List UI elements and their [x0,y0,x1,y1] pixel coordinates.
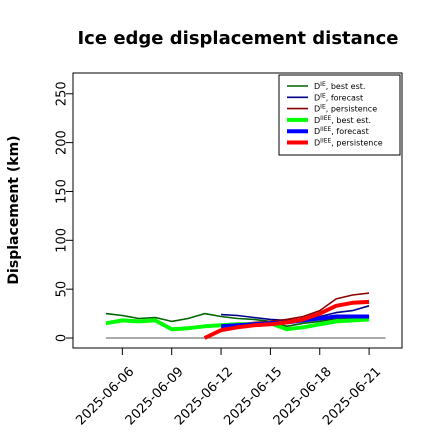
legend-entry: DIIEE, best est. [314,115,371,125]
y-axis-label: Displacement (km) [6,135,22,284]
y-tick-label: 250 [55,81,70,106]
y-tick-label: 50 [55,281,70,298]
legend-entry: DIE, forecast [314,92,363,102]
y-tick-label: 100 [55,228,70,253]
legend-entry: DIIEE, forecast [314,126,369,136]
y-tick-label: 150 [55,179,70,204]
legend-entry: DIE, best est. [314,81,365,91]
y-tick-label: 0 [55,334,70,342]
legend: DIE, best est.DIE, forecast DIE, persiste… [278,74,401,156]
series-group [105,292,370,340]
chart-title: Ice edge displacement distance [77,28,398,49]
y-tick-label: 200 [55,130,70,155]
plot-frame [72,72,403,349]
legend-entry: DIIEE, persistence [314,138,383,148]
legend-entry: DIE, persistence [314,104,377,114]
series-line-1 [105,312,370,328]
series-line-6 [203,299,370,340]
y-axis: 0 50 100 150 200 250 [55,81,73,342]
